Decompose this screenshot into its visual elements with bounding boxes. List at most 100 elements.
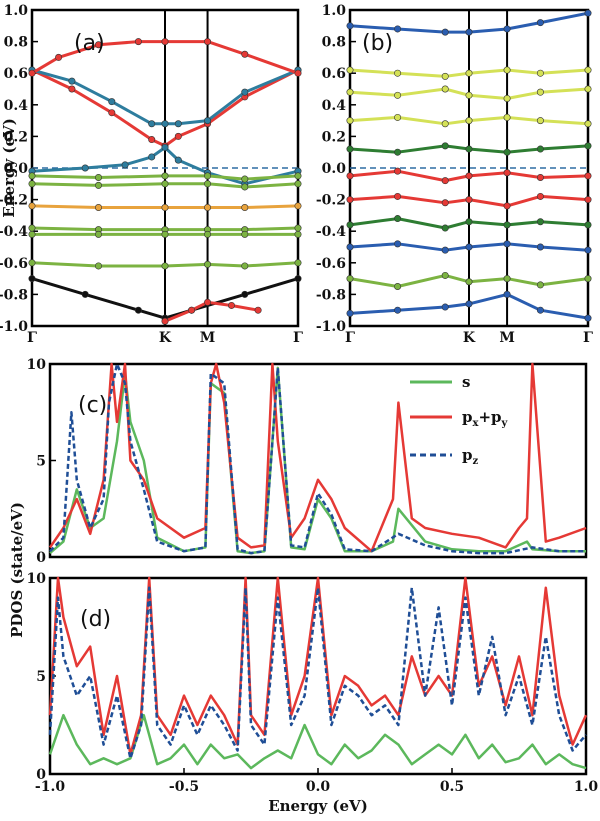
band-point — [148, 136, 156, 144]
x-tick-label: -0.5 — [169, 779, 199, 795]
band-point — [441, 142, 449, 150]
band-point — [148, 120, 156, 128]
y-tick-label: -0.8 — [0, 287, 28, 303]
band-point — [394, 91, 402, 99]
band-point — [121, 161, 129, 169]
k-point-label: Γ — [583, 330, 593, 346]
band-point — [204, 180, 212, 188]
y-tick-label: -0.2 — [0, 193, 28, 209]
band-point — [174, 156, 182, 164]
band-point — [394, 25, 402, 33]
band-point — [584, 275, 592, 283]
band-point — [503, 66, 511, 74]
band-point — [161, 120, 169, 128]
band-point — [441, 85, 449, 93]
band-point — [584, 85, 592, 93]
band-point — [161, 180, 169, 188]
band-point — [536, 19, 544, 27]
band-point — [241, 290, 249, 298]
band-point — [241, 183, 249, 191]
band-point — [584, 221, 592, 229]
band-point — [441, 303, 449, 311]
band-point — [148, 153, 156, 161]
k-point-label: M — [200, 330, 216, 346]
band-point — [241, 88, 249, 96]
band-point — [294, 69, 302, 77]
band-point — [81, 164, 89, 172]
band-point — [394, 306, 402, 314]
band-point — [28, 202, 36, 210]
band-point — [28, 224, 36, 232]
pdos-axis-label: PDOS (state/eV) — [8, 502, 26, 638]
y-tick-label: -0.6 — [0, 256, 28, 272]
y-tick-label: -0.4 — [0, 224, 28, 240]
band-point — [95, 173, 103, 181]
band-point — [28, 259, 36, 267]
y-tick-label: 0.0 — [4, 161, 29, 177]
band-point — [394, 113, 402, 121]
y-tick-label: -0.8 — [316, 287, 346, 303]
band-point — [204, 38, 212, 46]
band-point — [394, 282, 402, 290]
series-band-8 — [31, 226, 299, 232]
band-point — [394, 69, 402, 77]
band-point — [465, 28, 473, 36]
band-point — [394, 167, 402, 175]
band-point — [536, 192, 544, 200]
band-point — [346, 196, 354, 204]
band-point — [161, 262, 169, 270]
band-point — [294, 172, 302, 180]
band-point — [241, 262, 249, 270]
band-point — [465, 300, 473, 308]
band-point — [204, 230, 212, 238]
band-point — [536, 173, 544, 181]
band-point — [584, 9, 592, 17]
band-point — [241, 175, 249, 183]
band-point — [174, 132, 182, 140]
band-point — [346, 22, 354, 30]
band-point — [465, 117, 473, 125]
band-point — [394, 240, 402, 248]
band-point — [503, 202, 511, 210]
y-tick-label: 0.2 — [322, 129, 346, 145]
y-tick-label: 1.0 — [322, 3, 347, 19]
band-point — [584, 142, 592, 150]
band-point — [188, 306, 196, 314]
band-point — [161, 204, 169, 212]
band-point — [294, 230, 302, 238]
k-point-label: M — [499, 330, 515, 346]
band-point — [228, 301, 236, 309]
band-point — [441, 28, 449, 36]
band-point — [346, 117, 354, 125]
band-point — [254, 306, 262, 314]
band-point — [346, 243, 354, 251]
y-tick-label: 0.8 — [322, 35, 346, 51]
band-point — [161, 230, 169, 238]
band-point — [294, 275, 302, 283]
band-point — [241, 50, 249, 58]
band-point — [465, 278, 473, 286]
band-point — [465, 218, 473, 226]
band-point — [536, 117, 544, 125]
band-point — [28, 69, 36, 77]
band-point — [204, 260, 212, 268]
band-point — [394, 148, 402, 156]
panel-d-pdos: 10 5 0-1.0 -0.5 0.0 0.5 1.0 — [27, 571, 599, 795]
band-point — [584, 66, 592, 74]
band-point — [294, 259, 302, 267]
band-point — [441, 224, 449, 232]
y-tick-label: 0.6 — [4, 66, 28, 82]
band-point — [204, 298, 212, 306]
band-point — [503, 94, 511, 102]
panel-a-bands: 1.00.80.60.40.20.0-0.2-0.4-0.6-0.8-1.0Γ K… — [0, 3, 303, 346]
y-tick-label: 10 — [27, 357, 47, 373]
y-tick-label: -1.0 — [316, 319, 346, 335]
band-point — [503, 290, 511, 298]
series-pz — [49, 362, 586, 555]
band-point — [346, 221, 354, 229]
band-point — [441, 72, 449, 80]
panel-b-label: (b) — [362, 31, 393, 56]
k-point-label: K — [463, 330, 476, 346]
band-point — [81, 290, 89, 298]
y-tick-label: 1.0 — [4, 3, 29, 19]
